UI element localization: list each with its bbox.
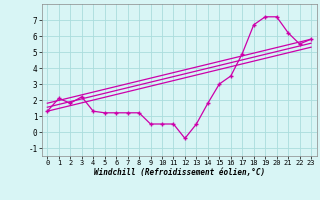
X-axis label: Windchill (Refroidissement éolien,°C): Windchill (Refroidissement éolien,°C) <box>94 168 265 177</box>
